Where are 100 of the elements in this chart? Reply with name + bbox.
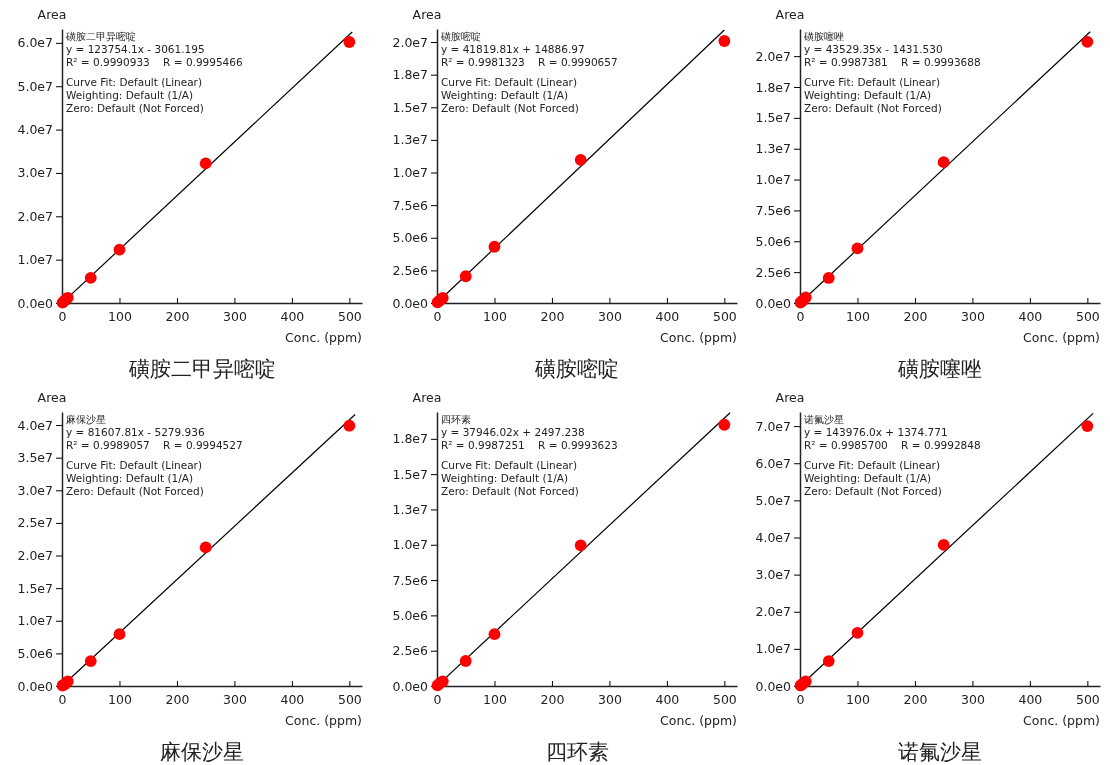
x-tick-label: 400 bbox=[1018, 692, 1043, 707]
annotation: 磺胺噻唑 bbox=[803, 31, 844, 42]
y-tick-label: 1.5e7 bbox=[17, 580, 53, 596]
x-tick-label: 0 bbox=[58, 309, 67, 324]
x-axis-title: Conc. (ppm) bbox=[285, 330, 362, 345]
x-tick-label: 300 bbox=[597, 692, 622, 707]
text: 四环素 bbox=[545, 740, 609, 764]
y-tick-label: 6.0e7 bbox=[755, 455, 791, 471]
y-tick-label: 7.0e7 bbox=[755, 418, 791, 434]
annotation: Weighting: Default (1/A) bbox=[804, 472, 931, 484]
x-tick-label: 100 bbox=[846, 692, 870, 707]
x-tick-label: 200 bbox=[165, 692, 190, 707]
annotation: R² = 0.9989057 R = 0.9994527 bbox=[66, 439, 243, 451]
annotation: Zero: Default (Not Forced) bbox=[441, 102, 579, 114]
annotation: Zero: Default (Not Forced) bbox=[441, 485, 579, 497]
annotation: Curve Fit: Default (Linear) bbox=[441, 459, 578, 471]
y-tick-label: 1.0e7 bbox=[392, 537, 428, 553]
text: 诺氟沙星 bbox=[898, 740, 982, 764]
x-tick-label: 400 bbox=[280, 692, 305, 707]
y-axis-title: Area bbox=[412, 390, 442, 405]
x-tick-label: 500 bbox=[337, 692, 362, 707]
x-tick-label: 100 bbox=[108, 309, 132, 324]
annotation: Curve Fit: Default (Linear) bbox=[804, 76, 941, 88]
annotation: Curve Fit: Default (Linear) bbox=[66, 76, 203, 88]
x-tick-label: 400 bbox=[1018, 309, 1043, 324]
annotation: Curve Fit: Default (Linear) bbox=[804, 459, 941, 471]
text: 磺胺二甲异嘧啶 bbox=[127, 357, 276, 381]
y-tick-label: 2.5e6 bbox=[392, 643, 429, 659]
annotation: R² = 0.9990933 R = 0.9995466 bbox=[66, 56, 243, 68]
x-tick-label: 100 bbox=[846, 309, 870, 324]
annotation: 磺胺嘧啶 bbox=[440, 31, 481, 42]
x-tick-label: 200 bbox=[540, 692, 565, 707]
x-axis-title: Conc. (ppm) bbox=[660, 330, 737, 345]
y-tick-label: 4.0e7 bbox=[755, 529, 791, 545]
annotation: Weighting: Default (1/A) bbox=[66, 472, 193, 484]
y-tick-label: 2.0e7 bbox=[392, 34, 428, 50]
y-tick-label: 5.0e7 bbox=[17, 78, 53, 94]
x-tick-label: 0 bbox=[796, 309, 805, 324]
text: 麻保沙星 bbox=[160, 740, 244, 764]
y-tick-label: 1.5e7 bbox=[392, 99, 428, 115]
annotation: 麻保沙星 bbox=[66, 414, 106, 425]
annotation: Zero: Default (Not Forced) bbox=[804, 485, 942, 497]
y-axis-title: Area bbox=[37, 390, 67, 405]
x-tick-label: 100 bbox=[108, 692, 132, 707]
y-tick-label: 3.0e7 bbox=[755, 567, 791, 583]
x-tick-label: 300 bbox=[222, 309, 247, 324]
x-tick-label: 200 bbox=[540, 309, 565, 324]
annotation: Weighting: Default (1/A) bbox=[66, 89, 193, 101]
y-tick-label: 2.5e7 bbox=[17, 515, 53, 531]
annotation: Weighting: Default (1/A) bbox=[804, 89, 931, 101]
y-axis-title: Area bbox=[37, 7, 67, 22]
y-tick-label: 7.5e6 bbox=[392, 572, 429, 588]
annotation: y = 43529.35x - 1431.530 bbox=[804, 43, 943, 55]
y-tick-label: 1.8e7 bbox=[392, 67, 428, 83]
annotation: y = 37946.02x + 2497.238 bbox=[441, 426, 585, 438]
x-tick-label: 200 bbox=[903, 309, 928, 324]
y-tick-label: 5.0e6 bbox=[392, 230, 429, 246]
x-tick-label: 500 bbox=[1075, 692, 1100, 707]
annotation: Weighting: Default (1/A) bbox=[441, 472, 568, 484]
annotation: Curve Fit: Default (Linear) bbox=[66, 459, 203, 471]
y-tick-label: 1.0e7 bbox=[392, 165, 428, 181]
y-tick-label: 1.0e7 bbox=[17, 613, 53, 629]
x-tick-label: 200 bbox=[903, 692, 928, 707]
annotation: Zero: Default (Not Forced) bbox=[804, 102, 942, 114]
annotation: y = 81607.81x - 5279.936 bbox=[66, 426, 205, 438]
x-tick-label: 0 bbox=[58, 692, 67, 707]
annotation: R² = 0.9987251 R = 0.9993623 bbox=[441, 439, 618, 451]
y-tick-label: 3.0e7 bbox=[17, 482, 53, 498]
x-tick-label: 400 bbox=[655, 692, 680, 707]
annotation: 诺氟沙星 bbox=[804, 414, 844, 425]
x-tick-label: 500 bbox=[712, 692, 737, 707]
annotation: y = 123754.1x - 3061.195 bbox=[66, 43, 205, 55]
annotation: 磺胺二甲异嘧啶 bbox=[65, 31, 136, 42]
y-tick-label: 5.0e7 bbox=[755, 492, 791, 508]
y-tick-label: 5.0e6 bbox=[392, 607, 429, 623]
x-tick-label: 400 bbox=[280, 309, 305, 324]
x-tick-label: 500 bbox=[1075, 309, 1100, 324]
annotation: y = 41819.81x + 14886.97 bbox=[441, 43, 585, 55]
y-tick-label: 5.0e6 bbox=[755, 233, 792, 249]
y-tick-label: 7.5e6 bbox=[755, 202, 792, 218]
annotation: 四环素 bbox=[441, 414, 471, 425]
y-axis-title: Area bbox=[412, 7, 442, 22]
x-axis-title: Conc. (ppm) bbox=[660, 713, 737, 728]
annotation: R² = 0.9987381 R = 0.9993688 bbox=[804, 56, 981, 68]
x-tick-label: 0 bbox=[433, 309, 442, 324]
annotation: R² = 0.9981323 R = 0.9990657 bbox=[441, 56, 618, 68]
x-tick-label: 300 bbox=[597, 309, 622, 324]
y-tick-label: 0.0e0 bbox=[392, 678, 429, 694]
x-tick-label: 500 bbox=[337, 309, 362, 324]
y-tick-label: 3.0e7 bbox=[17, 165, 53, 181]
y-tick-label: 1.3e7 bbox=[392, 501, 428, 517]
y-tick-label: 0.0e0 bbox=[392, 295, 429, 311]
y-tick-label: 2.0e7 bbox=[17, 548, 53, 564]
x-tick-label: 500 bbox=[712, 309, 737, 324]
x-tick-label: 300 bbox=[222, 692, 247, 707]
y-tick-label: 4.0e7 bbox=[17, 122, 53, 138]
y-tick-label: 3.5e7 bbox=[17, 450, 53, 466]
text: 磺胺嘧啶 bbox=[534, 357, 619, 381]
y-axis-title: Area bbox=[775, 7, 805, 22]
x-tick-label: 100 bbox=[483, 692, 507, 707]
